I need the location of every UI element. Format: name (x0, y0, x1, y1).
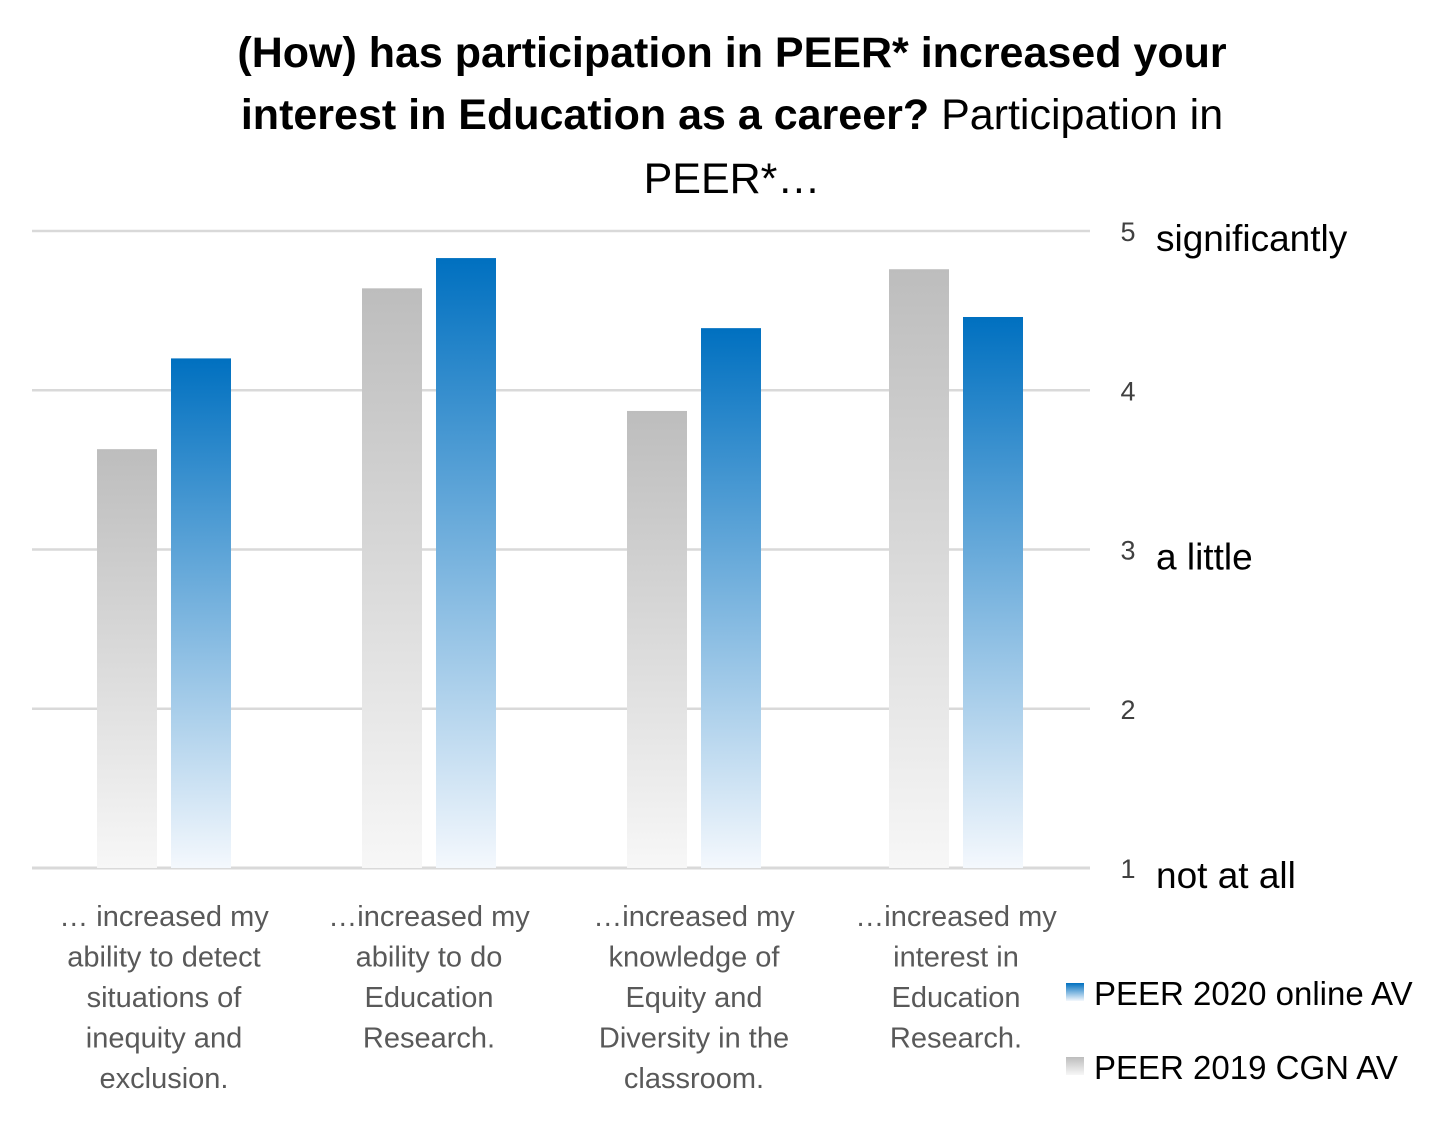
bar (362, 288, 422, 869)
legend-label: PEER 2019 CGN AV (1094, 1049, 1398, 1086)
bar (436, 258, 496, 868)
y-level-label: not at all (1156, 855, 1296, 896)
y-axis-ticks: 1 2 3 4 5 (1120, 217, 1135, 884)
legend-label: PEER 2020 online AV (1094, 975, 1413, 1012)
chart-title-line: PEER*… (644, 155, 821, 203)
bar (963, 316, 1023, 868)
x-category-label: …increased my interest in Education Researc… (855, 901, 1057, 1055)
bar (627, 410, 687, 868)
y-level-labels: significantly a little not at all (1156, 218, 1348, 896)
x-category-label: …increased my ability to do Education Resea… (328, 901, 530, 1055)
y-level-label: a little (1156, 537, 1253, 578)
bar (97, 449, 157, 868)
x-axis-categories: … increased my ability to detect situation… (59, 901, 1057, 1095)
bars (97, 258, 1023, 869)
bar (701, 328, 761, 869)
y-tick-label: 4 (1120, 376, 1135, 406)
x-category-label: …increased my knowledge of Equity and Diver… (593, 901, 795, 1095)
chart-title-line: (How) has participation in PEER* increas… (237, 29, 1226, 77)
legend-swatch (1066, 1057, 1084, 1075)
bar (889, 269, 949, 869)
y-tick-label: 5 (1120, 217, 1135, 247)
legend-swatch (1066, 983, 1084, 1001)
bar (171, 358, 231, 868)
chart-title-line: interest in Education as a career? Parti… (241, 91, 1223, 139)
x-category-label: … increased my ability to detect situation… (59, 901, 269, 1095)
y-level-label: significantly (1156, 218, 1348, 259)
legend: PEER 2020 online AV PEER 2019 CGN AV (1066, 975, 1413, 1086)
y-tick-label: 2 (1120, 695, 1135, 725)
y-tick-label: 3 (1120, 536, 1135, 566)
y-tick-label: 1 (1120, 854, 1135, 884)
chart-title: (How) has participation in PEER* increas… (237, 29, 1226, 203)
